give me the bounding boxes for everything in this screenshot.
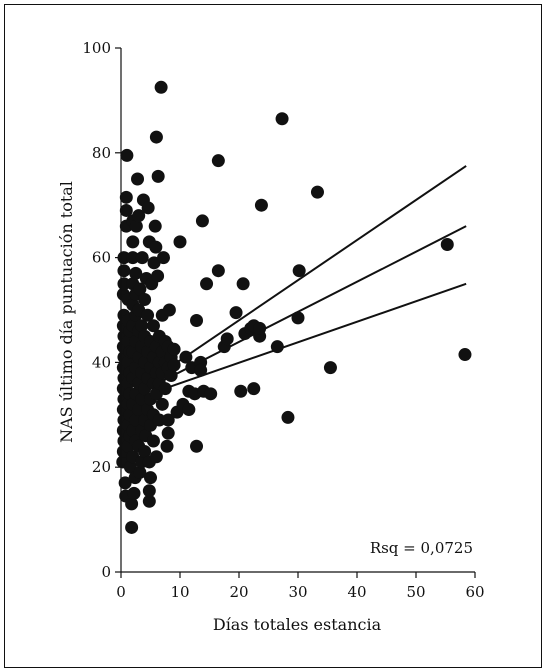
x-tick-label: 10: [170, 583, 189, 601]
data-point: [141, 308, 155, 322]
data-point: [161, 413, 175, 427]
data-point: [253, 321, 267, 335]
data-point: [138, 293, 152, 307]
data-point: [162, 303, 176, 317]
data-point: [281, 410, 295, 424]
data-point: [292, 264, 306, 278]
data-point: [254, 198, 268, 212]
data-point: [129, 219, 143, 233]
data-point: [156, 251, 170, 265]
data-point: [120, 148, 134, 162]
data-point: [131, 172, 145, 186]
data-point: [310, 185, 324, 199]
regression-line-3: [126, 282, 467, 403]
x-tick-label: 30: [288, 583, 307, 601]
chart-frame: 0 10 20 30 40 50 60 0 20 40 60 80 100 NAS último día…: [4, 4, 542, 668]
data-point: [234, 384, 248, 398]
x-tick-label: 40: [347, 583, 366, 601]
data-point: [126, 251, 140, 265]
data-point: [158, 382, 172, 396]
y-tick-label: 60: [92, 249, 111, 267]
data-point: [204, 387, 218, 401]
data-point: [133, 282, 147, 296]
y-tick-label: 20: [92, 458, 111, 476]
data-point: [236, 277, 250, 291]
y-axis-title: NAS último día puntuación total: [57, 181, 76, 443]
x-tick-label: 60: [465, 583, 484, 601]
data-point: [200, 277, 214, 291]
data-point: [151, 169, 165, 183]
data-point: [127, 486, 141, 500]
scatter-chart: 0 10 20 30 40 50 60 0 20 40 60 80 100 NAS último día…: [57, 39, 485, 634]
data-point: [458, 348, 472, 362]
data-point: [119, 203, 133, 217]
rsq-annotation: Rsq = 0,0725: [370, 539, 473, 557]
data-point: [160, 439, 174, 453]
x-tick-label: 0: [116, 583, 126, 601]
data-point: [149, 130, 163, 144]
data-point: [125, 497, 139, 511]
data-point: [123, 460, 137, 474]
data-point: [164, 369, 178, 382]
data-point: [161, 426, 175, 440]
data-point: [135, 251, 149, 265]
data-point: [119, 190, 133, 204]
data-point: [126, 235, 140, 249]
x-tick-label: 50: [406, 583, 425, 601]
data-point: [270, 340, 284, 354]
data-point: [323, 361, 337, 375]
data-point: [149, 240, 163, 254]
data-point: [154, 80, 168, 94]
data-point: [151, 269, 165, 283]
y-tick-label: 40: [92, 353, 111, 371]
data-points: [116, 80, 472, 534]
data-point: [125, 520, 139, 534]
y-tick-label: 0: [101, 563, 111, 581]
data-point: [173, 235, 187, 249]
data-point: [142, 484, 156, 498]
axes: 0 10 20 30 40 50 60 0 20 40 60 80 100: [82, 39, 484, 601]
data-point: [291, 311, 305, 325]
data-point: [195, 214, 209, 228]
data-point: [129, 266, 143, 280]
data-point: [141, 201, 155, 215]
data-point: [179, 350, 193, 364]
data-point: [118, 476, 132, 490]
data-point: [148, 219, 162, 233]
data-point: [275, 112, 289, 126]
data-point: [133, 465, 147, 479]
y-tick-label: 100: [82, 39, 111, 57]
x-axis-title: Días totales estancia: [213, 615, 382, 634]
data-point: [211, 264, 225, 278]
data-point: [132, 209, 146, 223]
data-point: [146, 434, 160, 448]
data-point: [149, 450, 163, 464]
data-point: [135, 319, 149, 333]
data-point: [147, 256, 161, 270]
data-point: [190, 313, 204, 327]
data-point: [146, 319, 160, 333]
data-point: [144, 471, 157, 485]
y-tick-label: 80: [92, 144, 111, 162]
data-point: [247, 382, 261, 396]
data-point: [211, 154, 225, 168]
data-point: [117, 264, 131, 278]
data-point: [167, 358, 181, 372]
data-point: [220, 332, 234, 346]
data-point: [138, 444, 152, 458]
data-point: [182, 403, 196, 417]
data-point: [190, 439, 204, 453]
data-point: [167, 342, 181, 356]
data-point: [194, 363, 208, 377]
data-point: [229, 306, 243, 320]
data-point: [155, 397, 169, 411]
data-point: [142, 494, 156, 508]
x-tick-label: 20: [229, 583, 248, 601]
data-point: [440, 238, 454, 251]
